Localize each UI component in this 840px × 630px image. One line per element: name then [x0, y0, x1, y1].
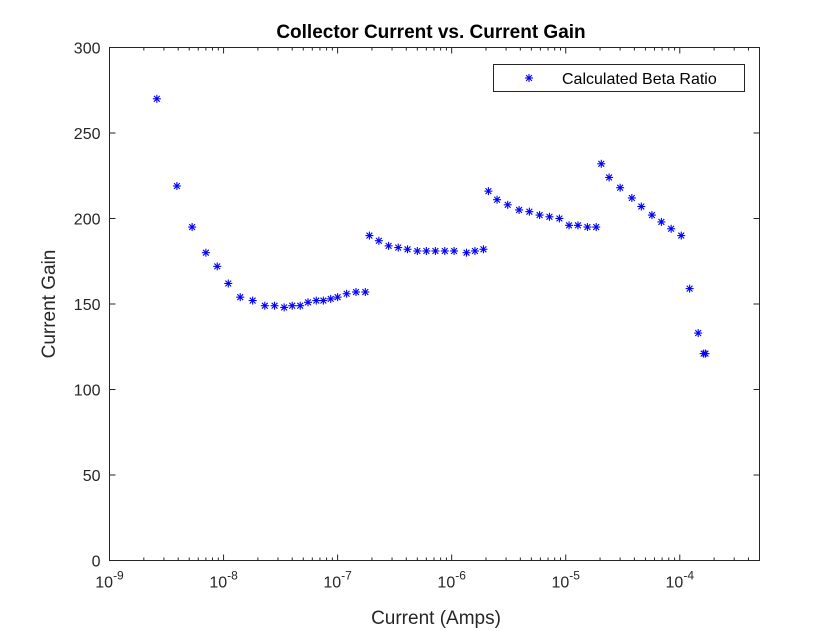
legend-marker [525, 74, 533, 82]
data-point [188, 223, 197, 232]
data-point [503, 200, 512, 209]
data-point [201, 248, 210, 257]
x-tick-label-base: 10 [666, 575, 684, 592]
data-point [573, 221, 582, 230]
data-point [470, 246, 479, 255]
data-point [592, 223, 601, 232]
data-point [342, 289, 351, 298]
data-point [637, 202, 646, 211]
data-point [270, 301, 279, 310]
data-point [374, 236, 383, 245]
data-point [597, 159, 606, 168]
data-point [627, 193, 636, 202]
data-point [701, 349, 710, 358]
data-point [565, 221, 574, 230]
x-axis-label: Current (Amps) [371, 608, 501, 629]
x-tick-label-exponent: -8 [227, 569, 238, 583]
y-tick-label: 0 [92, 554, 101, 571]
data-point [260, 301, 269, 310]
data-point [431, 246, 440, 255]
x-tick-label: 10-5 [551, 569, 580, 592]
data-point [694, 329, 703, 338]
x-tick-label: 10-8 [209, 569, 238, 592]
data-point [605, 173, 614, 182]
data-point [484, 187, 493, 196]
x-tick-label-exponent: -5 [569, 569, 580, 583]
y-tick-label: 100 [74, 383, 101, 400]
data-point [312, 296, 321, 305]
data-point [413, 246, 422, 255]
x-tick-label-exponent: -9 [113, 569, 124, 583]
data-point [248, 296, 257, 305]
legend-box [493, 64, 745, 92]
x-tick-label-base: 10 [551, 575, 569, 592]
chart-title: Collector Current vs. Current Gain [276, 22, 585, 43]
data-point [319, 296, 328, 305]
x-tick-label: 10-6 [437, 569, 466, 592]
data-point [422, 246, 431, 255]
data-point [384, 241, 393, 250]
data-point [450, 246, 459, 255]
x-tick-label-exponent: -4 [683, 569, 694, 583]
y-tick-label: 150 [74, 297, 101, 314]
data-point [647, 211, 656, 220]
data-point [515, 205, 524, 214]
legend-marker-asterisk [525, 74, 533, 82]
x-tick-label: 10-4 [666, 569, 695, 592]
y-tick-label: 200 [74, 212, 101, 229]
x-tick-label-exponent: -7 [341, 569, 352, 583]
data-point [280, 303, 289, 312]
x-axis: 10-9 10-8 10-7 10-6 10-5 10-4 [95, 47, 749, 592]
data-point [545, 212, 554, 221]
data-point [440, 246, 449, 255]
y-tick-label: 50 [83, 468, 101, 485]
x-tick-label: 10-7 [323, 569, 352, 592]
x-tick-label-base: 10 [323, 575, 341, 592]
data-point [403, 245, 412, 254]
data-point [288, 301, 297, 310]
data-point [616, 183, 625, 192]
data-point [535, 211, 544, 220]
x-tick-label-base: 10 [437, 575, 455, 592]
data-point [296, 301, 305, 310]
data-point [677, 231, 686, 240]
legend: Calculated Beta Ratio [493, 64, 745, 92]
data-point [152, 94, 161, 103]
data-point [172, 182, 181, 191]
data-point [333, 293, 342, 302]
data-point [493, 195, 502, 204]
data-point [224, 279, 233, 288]
data-point [394, 243, 403, 252]
x-tick-label-exponent: -6 [455, 569, 466, 583]
data-point [657, 217, 666, 226]
data-point [462, 248, 471, 257]
x-tick-label-base: 10 [209, 575, 227, 592]
x-tick-label-base: 10 [95, 575, 113, 592]
x-tick-label: 10-9 [95, 569, 124, 592]
y-axis-label: Current Gain [39, 250, 60, 359]
data-point [667, 224, 676, 233]
data-point [555, 214, 564, 223]
data-point [479, 245, 488, 254]
data-point [213, 262, 222, 271]
data-point [352, 288, 361, 297]
data-point [303, 298, 312, 307]
data-point [365, 231, 374, 240]
y-tick-label: 250 [74, 126, 101, 143]
data-point [583, 223, 592, 232]
data-points [152, 94, 710, 358]
y-axis: 0 50 100 150 200 250 300 [74, 41, 760, 571]
data-point [326, 294, 335, 303]
y-tick-label: 300 [74, 41, 101, 58]
data-point [685, 284, 694, 293]
data-point [525, 207, 534, 216]
data-point [236, 293, 245, 302]
legend-entry-label: Calculated Beta Ratio [562, 71, 717, 88]
data-point [361, 288, 370, 297]
